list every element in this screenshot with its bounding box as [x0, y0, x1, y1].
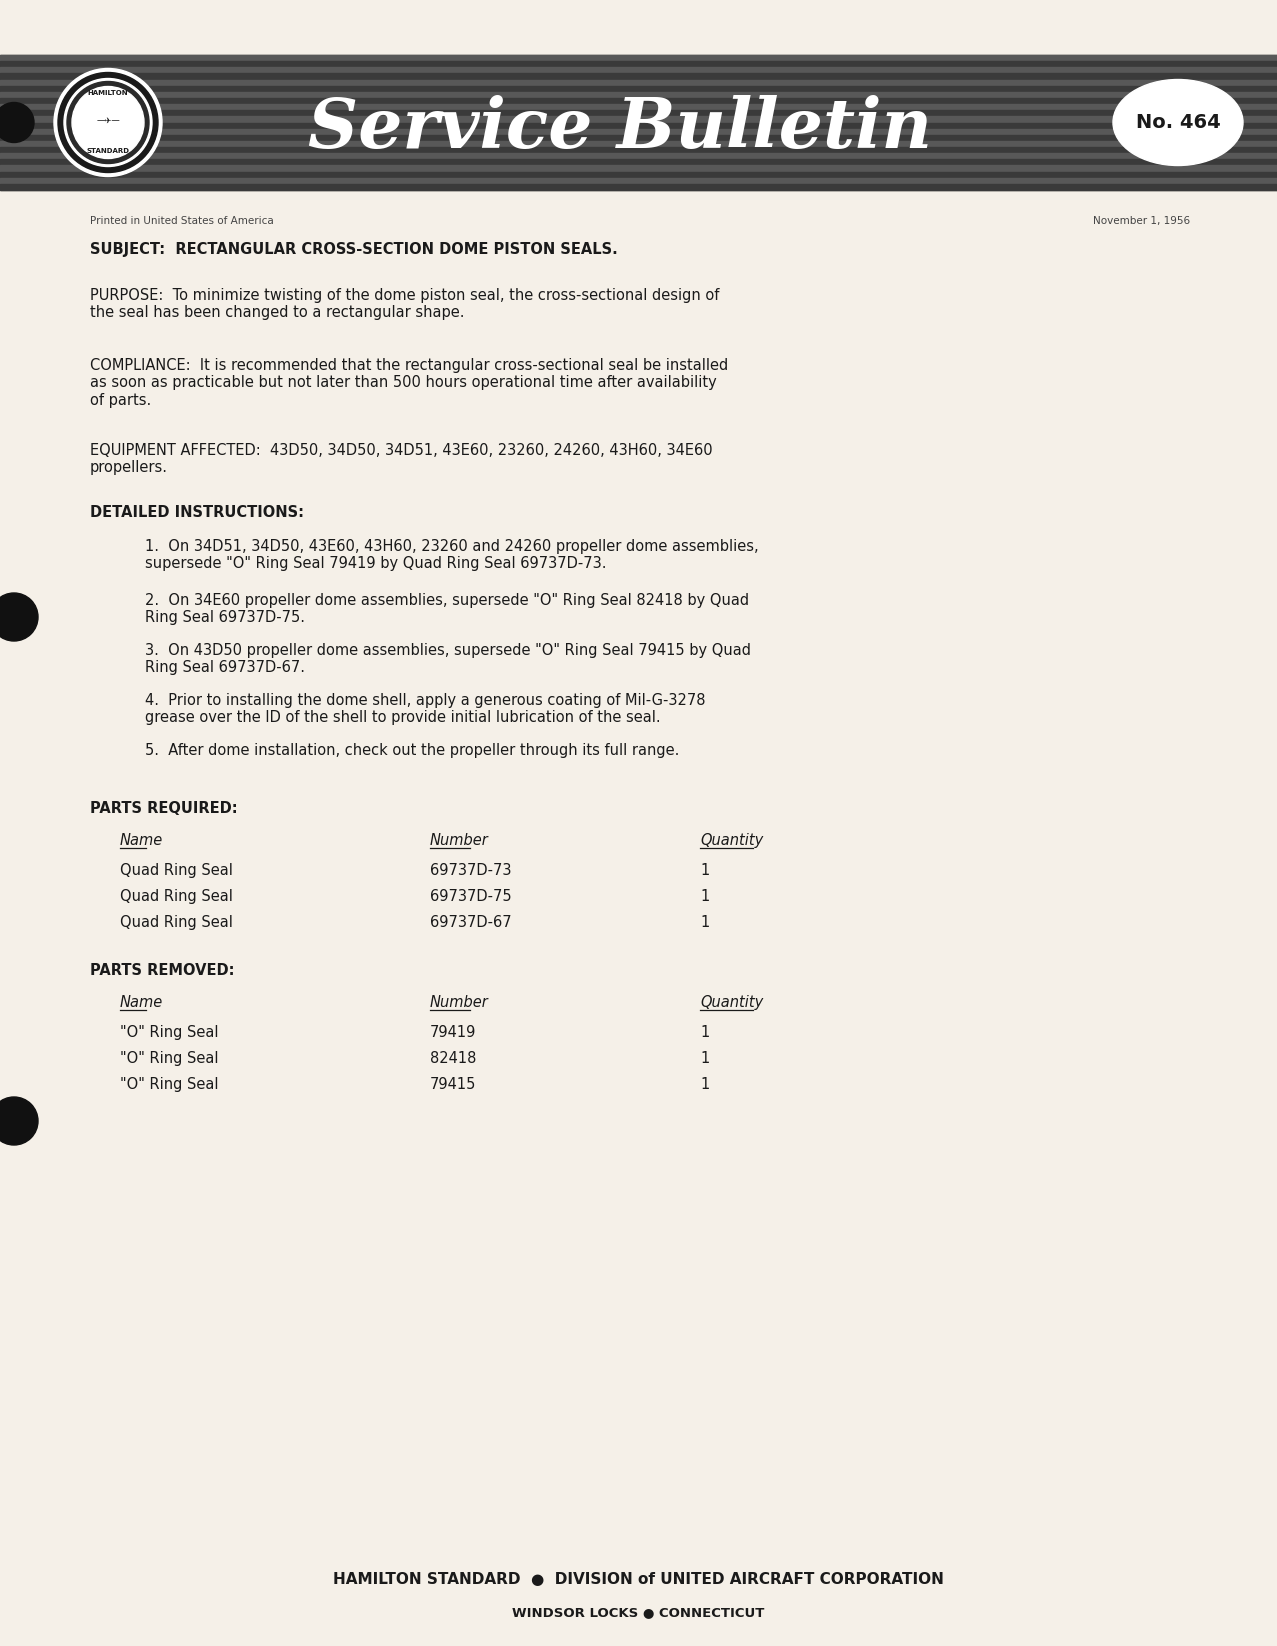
Circle shape	[66, 82, 149, 163]
Bar	[0, 61, 1277, 67]
Text: 1: 1	[700, 915, 709, 930]
Text: 1: 1	[700, 1052, 709, 1067]
Text: 69737D-73: 69737D-73	[430, 863, 512, 877]
Circle shape	[0, 593, 38, 640]
Bar	[0, 54, 1277, 61]
Bar	[0, 171, 1277, 178]
Text: PURPOSE:  To minimize twisting of the dome piston seal, the cross-sectional desi: PURPOSE: To minimize twisting of the dom…	[89, 288, 719, 321]
Text: HAMILTON: HAMILTON	[88, 89, 128, 95]
Text: PARTS REMOVED:: PARTS REMOVED:	[89, 963, 235, 978]
Bar	[0, 110, 1277, 117]
Text: DETAILED INSTRUCTIONS:: DETAILED INSTRUCTIONS:	[89, 505, 304, 520]
Bar	[0, 54, 1277, 189]
Bar	[0, 117, 1277, 122]
Bar	[0, 122, 1277, 128]
Text: "O" Ring Seal: "O" Ring Seal	[120, 1052, 218, 1067]
Text: 82418: 82418	[430, 1052, 476, 1067]
Text: 3.  On 43D50 propeller dome assemblies, supersede "O" Ring Seal 79415 by Quad
Ri: 3. On 43D50 propeller dome assemblies, s…	[146, 644, 751, 675]
Text: Quantity: Quantity	[700, 994, 764, 1011]
Ellipse shape	[1114, 79, 1243, 166]
Text: Printed in United States of America: Printed in United States of America	[89, 216, 273, 226]
Text: "O" Ring Seal: "O" Ring Seal	[120, 1025, 218, 1040]
Bar	[0, 104, 1277, 110]
Bar	[0, 153, 1277, 160]
Bar	[0, 135, 1277, 142]
Bar	[0, 99, 1277, 104]
Text: HAMILTON STANDARD  ●  DIVISION of UNITED AIRCRAFT CORPORATION: HAMILTON STANDARD ● DIVISION of UNITED A…	[332, 1572, 944, 1587]
Text: Number: Number	[430, 994, 489, 1011]
Text: "O" Ring Seal: "O" Ring Seal	[120, 1076, 218, 1091]
Text: 1: 1	[700, 1025, 709, 1040]
Bar	[0, 142, 1277, 146]
Bar	[0, 184, 1277, 189]
Text: Number: Number	[430, 833, 489, 848]
Text: 1: 1	[700, 1076, 709, 1091]
Bar	[0, 74, 1277, 79]
Text: COMPLIANCE:  It is recommended that the rectangular cross-sectional seal be inst: COMPLIANCE: It is recommended that the r…	[89, 357, 728, 408]
Text: 1: 1	[700, 889, 709, 904]
Text: EQUIPMENT AFFECTED:  43D50, 34D50, 34D51, 43E60, 23260, 24260, 43H60, 34E60
prop: EQUIPMENT AFFECTED: 43D50, 34D50, 34D51,…	[89, 443, 713, 476]
Circle shape	[64, 79, 152, 166]
Bar	[0, 79, 1277, 86]
Text: 1: 1	[700, 863, 709, 877]
Text: Name: Name	[120, 994, 163, 1011]
Bar	[0, 146, 1277, 153]
Text: No. 464: No. 464	[1135, 114, 1221, 132]
Text: 4.  Prior to installing the dome shell, apply a generous coating of Mil-G-3278
g: 4. Prior to installing the dome shell, a…	[146, 693, 705, 726]
Text: 79419: 79419	[430, 1025, 476, 1040]
Circle shape	[57, 72, 158, 173]
Text: WINDSOR LOCKS ● CONNECTICUT: WINDSOR LOCKS ● CONNECTICUT	[512, 1606, 764, 1620]
Text: November 1, 1956: November 1, 1956	[1093, 216, 1190, 226]
Text: 69737D-67: 69737D-67	[430, 915, 512, 930]
Text: Name: Name	[120, 833, 163, 848]
Text: SUBJECT:  RECTANGULAR CROSS-SECTION DOME PISTON SEALS.: SUBJECT: RECTANGULAR CROSS-SECTION DOME …	[89, 242, 618, 257]
Text: 5.  After dome installation, check out the propeller through its full range.: 5. After dome installation, check out th…	[146, 742, 679, 759]
Text: Quad Ring Seal: Quad Ring Seal	[120, 915, 232, 930]
Bar	[0, 67, 1277, 74]
Circle shape	[0, 102, 34, 143]
Text: STANDARD: STANDARD	[87, 148, 129, 153]
Text: Quad Ring Seal: Quad Ring Seal	[120, 889, 232, 904]
Text: 79415: 79415	[430, 1076, 476, 1091]
Bar	[0, 92, 1277, 99]
Text: 2.  On 34E60 propeller dome assemblies, supersede "O" Ring Seal 82418 by Quad
Ri: 2. On 34E60 propeller dome assemblies, s…	[146, 593, 750, 625]
Text: Service Bulletin: Service Bulletin	[308, 95, 932, 163]
Bar	[0, 160, 1277, 166]
Bar	[0, 166, 1277, 171]
Text: —✈—: —✈—	[96, 115, 120, 125]
Text: 1.  On 34D51, 34D50, 43E60, 43H60, 23260 and 24260 propeller dome assemblies,
su: 1. On 34D51, 34D50, 43E60, 43H60, 23260 …	[146, 538, 759, 571]
Bar	[0, 128, 1277, 135]
Bar	[0, 178, 1277, 184]
Text: PARTS REQUIRED:: PARTS REQUIRED:	[89, 802, 238, 816]
Text: 69737D-75: 69737D-75	[430, 889, 512, 904]
Circle shape	[72, 87, 144, 158]
Circle shape	[54, 69, 162, 176]
Bar	[0, 86, 1277, 92]
Text: Quantity: Quantity	[700, 833, 764, 848]
Text: Quad Ring Seal: Quad Ring Seal	[120, 863, 232, 877]
Circle shape	[0, 1096, 38, 1146]
